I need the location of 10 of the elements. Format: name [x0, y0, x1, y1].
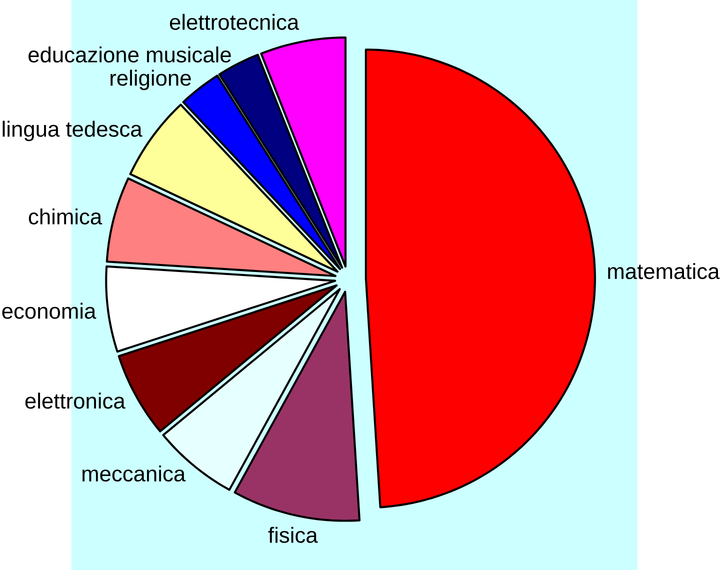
slice-label: chimica: [28, 208, 102, 225]
slice-label: religione: [110, 70, 191, 90]
slice-label: educazione musicale: [28, 46, 231, 63]
slice-label: lingua tedesca: [2, 120, 142, 142]
slice-label: meccanica: [82, 465, 186, 482]
slice-label: economia: [2, 302, 96, 319]
slice-label: elettrotecnica: [170, 14, 300, 30]
slice-label: elettronica: [25, 392, 126, 409]
slice-label: matematica: [608, 263, 720, 280]
slice-label: fisica: [268, 526, 318, 543]
